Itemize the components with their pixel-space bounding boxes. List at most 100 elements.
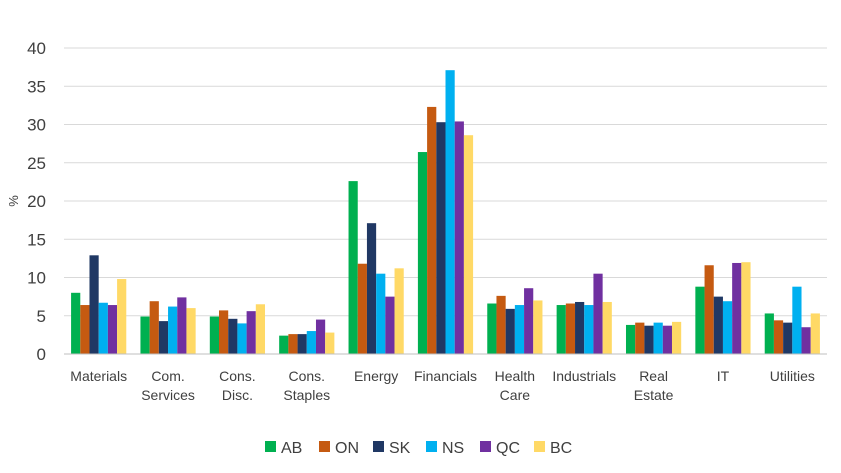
bar-bc-10	[810, 313, 820, 354]
category-label: Cons.	[219, 368, 256, 384]
bar-on-3	[288, 334, 298, 354]
bar-ab-4	[348, 181, 358, 354]
bar-sk-9	[713, 296, 723, 355]
category-label: Financials	[414, 368, 477, 384]
bar-ab-1	[140, 316, 150, 354]
legend-swatch-sk	[373, 441, 384, 452]
bar-bc-3	[325, 332, 335, 354]
y-tick-label: 0	[37, 345, 46, 364]
bar-qc-1	[177, 297, 187, 354]
bar-qc-8	[662, 325, 672, 354]
bar-qc-0	[107, 305, 118, 354]
bar-ab-5	[417, 152, 428, 354]
category-label: Estate	[634, 387, 674, 403]
bar-on-0	[80, 305, 90, 354]
y-axis-ticks: 0 5 10 15 20 25 30 35 40	[27, 39, 46, 364]
bar-bc-6	[533, 300, 543, 354]
bar-qc-2	[246, 311, 256, 354]
bar-ns-3	[306, 331, 316, 354]
bar-ns-9	[722, 301, 733, 354]
bar-ab-0	[71, 292, 81, 354]
bar-on-8	[635, 322, 645, 354]
bar-ab-7	[556, 305, 566, 354]
category-label: Industrials	[552, 368, 616, 384]
bar-on-4	[357, 263, 367, 354]
bar-sk-1	[158, 321, 169, 354]
bar-ns-8	[653, 322, 663, 354]
legend-label-ab: AB	[281, 440, 302, 457]
bar-bc-7	[602, 301, 612, 354]
legend-label-ns: NS	[442, 440, 464, 457]
y-tick-label: 20	[27, 192, 46, 211]
legend-swatch-qc	[480, 441, 491, 452]
category-label: Materials	[70, 368, 127, 384]
category-label: Energy	[354, 368, 398, 384]
bar-ab-8	[625, 324, 636, 354]
bar-sk-8	[644, 325, 654, 354]
bar-sk-10	[783, 322, 793, 354]
bar-ns-7	[584, 305, 594, 354]
bar-ab-10	[764, 313, 774, 354]
bar-ns-5	[445, 70, 455, 354]
y-axis-label: %	[6, 195, 21, 207]
bar-qc-9	[732, 262, 742, 354]
legend-swatch-bc	[534, 441, 545, 452]
y-tick-label: 30	[27, 116, 46, 135]
bar-sk-3	[297, 334, 307, 354]
bar-qc-3	[315, 319, 326, 354]
bars	[71, 70, 820, 355]
bar-on-6	[496, 295, 506, 354]
bar-sk-4	[366, 223, 377, 354]
bar-bc-2	[255, 304, 266, 354]
bar-ns-6	[514, 305, 525, 354]
y-tick-label: 35	[27, 77, 46, 96]
bar-qc-6	[524, 288, 534, 354]
bar-ns-2	[237, 323, 247, 354]
bar-ns-10	[792, 286, 802, 354]
bar-qc-4	[385, 296, 395, 355]
bar-sk-5	[436, 122, 446, 354]
legend-label-on: ON	[335, 440, 359, 457]
legend: AB ON SK NS QC BC	[265, 440, 572, 457]
bar-on-9	[704, 265, 714, 354]
y-tick-label: 15	[27, 230, 46, 249]
bar-ns-4	[376, 273, 386, 354]
legend-swatch-ab	[265, 441, 276, 452]
bar-bc-4	[394, 268, 404, 354]
legend-swatch-on	[319, 441, 330, 452]
y-tick-label: 40	[27, 39, 46, 58]
bar-sk-2	[228, 318, 238, 354]
bar-on-1	[149, 301, 159, 354]
bar-on-2	[219, 310, 229, 354]
bar-ns-0	[98, 302, 108, 354]
category-label: Disc.	[222, 387, 253, 403]
legend-label-bc: BC	[550, 440, 572, 457]
category-label: Com.	[151, 368, 184, 384]
legend-swatch-ns	[426, 441, 437, 452]
bar-sk-7	[575, 301, 585, 354]
bar-qc-10	[801, 327, 811, 354]
bar-ab-3	[279, 335, 289, 354]
bar-qc-5	[454, 121, 464, 354]
bar-ns-1	[168, 306, 178, 354]
category-label: Care	[500, 387, 531, 403]
bar-qc-7	[593, 273, 603, 354]
category-label: Staples	[283, 387, 330, 403]
bar-ab-2	[209, 316, 220, 354]
bar-on-10	[773, 320, 784, 354]
category-label: Utilities	[770, 368, 815, 384]
bar-bc-8	[671, 321, 682, 354]
bar-bc-0	[117, 279, 127, 354]
bar-on-7	[565, 303, 576, 354]
category-label: Health	[495, 368, 535, 384]
bar-bc-1	[186, 308, 196, 354]
bar-ab-6	[487, 303, 497, 354]
y-tick-label: 10	[27, 269, 46, 288]
category-label: Services	[141, 387, 195, 403]
y-tick-label: 5	[37, 307, 46, 326]
category-label: Cons.	[288, 368, 325, 384]
category-label: IT	[717, 368, 730, 384]
bar-sk-0	[89, 255, 99, 354]
x-axis-category-labels: Materials Com. Services Cons. Disc. Cons. Stap…	[70, 368, 815, 403]
